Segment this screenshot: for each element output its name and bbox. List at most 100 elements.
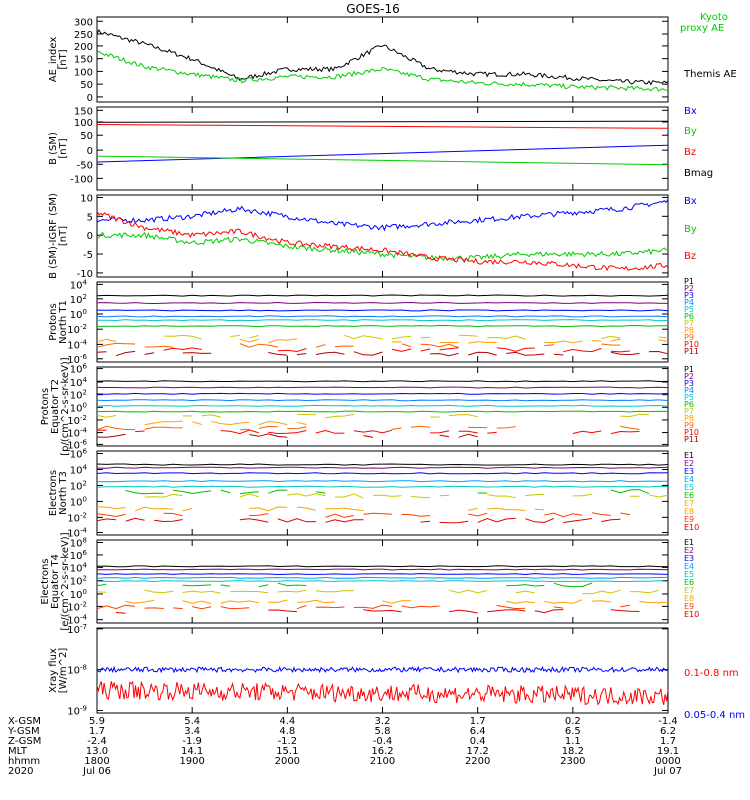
legend-entry: Bx (684, 196, 697, 207)
y-axis-label: [e/(cm^2-s-sr-keV)] (60, 532, 71, 630)
x-axis-value: -2.4 (87, 736, 107, 747)
channel-segment (430, 430, 450, 434)
legend-entry: Bmag (684, 168, 713, 179)
channel-segment (353, 351, 383, 356)
series-line (96, 28, 669, 86)
panel-frame (96, 194, 669, 278)
y-axis-label: B (SM)-IGRF (SM) (48, 193, 59, 279)
channel-segment (96, 425, 136, 431)
x-axis-value: 13.0 (86, 746, 108, 757)
channel-line (96, 399, 669, 402)
channel-segment (591, 340, 602, 342)
y-axis-label: [nT] (58, 226, 69, 246)
y-tick-label: 100 (70, 588, 87, 601)
y-tick-label: 10-9 (67, 704, 87, 717)
channel-segment (648, 350, 669, 355)
y-tick-label: 10-7 (67, 623, 87, 636)
channel-segment (192, 421, 202, 425)
channel-segment (658, 339, 669, 343)
series-line (96, 124, 669, 129)
legend-entry: P5 (684, 305, 694, 314)
channel-segment (629, 589, 659, 594)
channel-line (96, 463, 669, 466)
y-axis-label: [W/m^2] (58, 648, 69, 694)
channel-segment (572, 493, 592, 497)
y-axis-label: North T1 (58, 300, 69, 344)
x-axis-value: 6.2 (660, 726, 676, 737)
channel-segment (487, 507, 526, 511)
y-tick-label: 10 (80, 193, 93, 204)
channel-segment (315, 590, 354, 593)
x-axis-value: 2300 (560, 756, 585, 767)
legend-entry: Themis AE (683, 69, 737, 80)
channel-segment (163, 347, 202, 351)
channel-segment (487, 609, 526, 613)
legend-entry: Kyoto (700, 12, 728, 23)
channel-segment (96, 414, 117, 418)
legend-entry: P8 (684, 414, 694, 423)
series-line (96, 665, 668, 674)
legend-entry: Bz (684, 147, 696, 158)
y-tick-label: 10-4 (67, 338, 87, 351)
legend-entry: E3 (684, 554, 694, 563)
channel-segment (201, 414, 221, 418)
y-tick-label: 10-8 (67, 664, 87, 677)
x-axis-value: 5.4 (184, 716, 200, 727)
channel-segment (458, 334, 478, 337)
legend-entry: E2 (684, 459, 694, 468)
x-axis-value: 1900 (179, 756, 204, 767)
y-tick-label: 200 (74, 42, 93, 53)
channel-segment (325, 513, 354, 518)
channel-segment (325, 413, 354, 419)
channel-segment (268, 430, 307, 435)
legend-entry: P6 (684, 400, 694, 409)
y-tick-label: 10-2 (67, 511, 87, 524)
legend-entry: E9 (684, 602, 694, 611)
x-axis-value: 6.4 (470, 726, 486, 737)
channel-segment (315, 429, 345, 434)
y-tick-label: -10 (77, 269, 93, 280)
channel-segment (249, 513, 269, 516)
y-tick-label: 100 (70, 495, 87, 508)
legend-entry: P10 (684, 428, 699, 437)
channel-segment (96, 518, 117, 522)
channel-segment (553, 353, 564, 356)
channel-segment (439, 494, 450, 497)
legend-entry: P9 (684, 421, 694, 430)
legend-entry: E10 (684, 523, 699, 532)
panel-frame (96, 106, 669, 191)
channel-line (96, 576, 669, 579)
channel-segment (268, 338, 297, 344)
figure-title: GOES-16 (346, 2, 400, 16)
channel-segment (268, 489, 288, 494)
channel-segment (277, 348, 307, 353)
y-tick-label: 10-6 (67, 353, 87, 366)
channel-segment (287, 493, 326, 497)
channel-segment (115, 350, 136, 357)
legend-entry: P9 (684, 333, 694, 342)
legend-entry: E8 (684, 594, 694, 603)
y-tick-label: 5 (87, 212, 93, 223)
legend-entry: Bx (684, 106, 697, 117)
channel-segment (363, 609, 402, 613)
channel-segment (639, 601, 669, 604)
channel-segment (239, 343, 278, 348)
channel-segment (544, 340, 583, 344)
y-tick-label: 10-4 (67, 427, 87, 440)
y-tick-label: 150 (74, 106, 93, 117)
channel-segment (496, 604, 526, 610)
channel-segment (268, 599, 288, 603)
channel-segment (363, 435, 374, 438)
channel-segment (468, 341, 497, 344)
legend-entry: P7 (684, 319, 694, 328)
x-axis-value: 3.2 (375, 716, 391, 727)
x-axis-value: 0.2 (565, 716, 581, 727)
legend-entry: P8 (684, 326, 694, 335)
channel-segment (325, 507, 364, 512)
y-tick-label: 106 (70, 549, 88, 562)
series-line (96, 231, 668, 262)
x-axis-value: -1.9 (182, 736, 202, 747)
legend-entry: P4 (684, 386, 694, 395)
channel-segment (249, 506, 288, 512)
